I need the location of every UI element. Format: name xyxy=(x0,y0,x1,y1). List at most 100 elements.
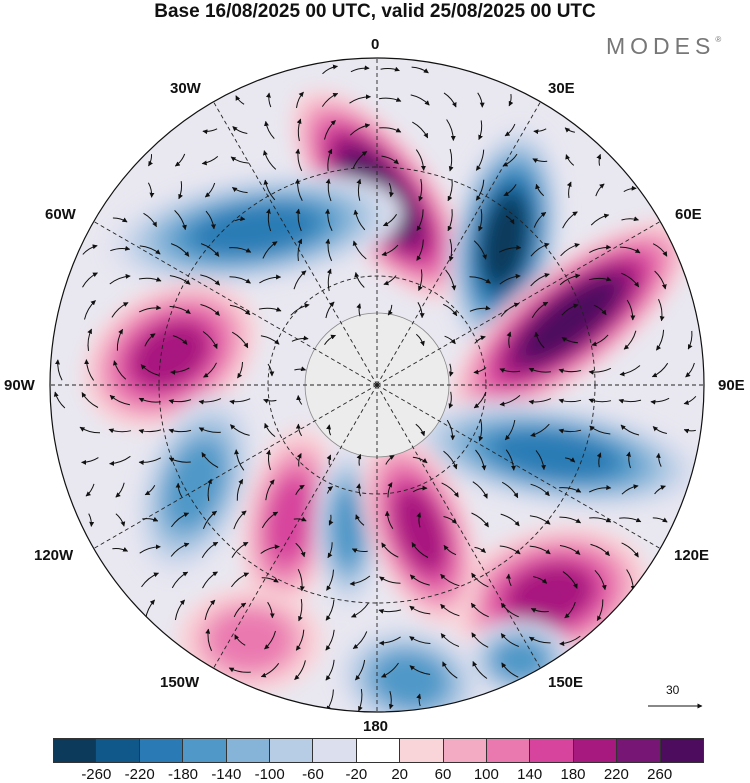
wind-arrow xyxy=(356,303,362,317)
wind-arrow xyxy=(326,486,333,494)
colorbar-swatch xyxy=(226,738,271,762)
wind-arrow xyxy=(591,334,609,347)
wind-arrow xyxy=(410,94,430,106)
wind-arrow xyxy=(325,629,335,651)
colorbar-tick-label: 220 xyxy=(603,766,629,783)
wind-arrow xyxy=(590,543,610,556)
wind-arrow xyxy=(204,182,216,198)
wind-arrow xyxy=(112,547,129,552)
wind-arrow xyxy=(654,270,667,290)
wind-arrow xyxy=(174,210,187,231)
wind-arrow xyxy=(588,398,612,404)
colorbar-tick-label: -180 xyxy=(167,766,199,783)
wind-arrow xyxy=(418,269,423,292)
lon-label-150e: 150E xyxy=(548,674,584,691)
wind-arrow xyxy=(293,516,307,522)
wind-arrow xyxy=(294,660,306,680)
wind-arrow xyxy=(175,482,183,498)
wind-arrow xyxy=(475,179,485,201)
colorbar xyxy=(53,738,704,762)
wind-arrow xyxy=(503,184,517,197)
wind-arrow xyxy=(201,541,219,558)
lon-label-120e: 120E xyxy=(674,547,710,564)
wind-arrow xyxy=(506,331,512,349)
meridian-line xyxy=(213,384,378,669)
wind-arrow xyxy=(111,302,129,318)
wind-arrow xyxy=(168,457,191,463)
wind-arrow xyxy=(353,209,366,231)
wind-arrow xyxy=(533,128,547,135)
wind-arrow xyxy=(528,367,551,373)
wind-arrow xyxy=(652,517,668,523)
wind-arrow xyxy=(262,241,278,259)
wind-arrow xyxy=(205,210,216,230)
wind-arrow xyxy=(658,298,665,322)
wind-arrow xyxy=(504,420,516,441)
wind-arrow xyxy=(143,212,157,228)
wind-arrow xyxy=(85,483,95,497)
wind-arrow xyxy=(171,571,189,589)
wind-arrow xyxy=(265,208,272,232)
wind-arrow xyxy=(621,272,640,288)
wind-arrow xyxy=(203,362,217,378)
wind-arrow xyxy=(477,92,485,108)
wind-arrow xyxy=(202,510,218,529)
wind-arrow xyxy=(411,66,429,74)
wind-arrow xyxy=(475,149,485,171)
wind-arrow xyxy=(415,333,425,347)
wind-arrow xyxy=(326,569,334,591)
colorbar-swatch xyxy=(617,738,661,762)
wind-arrow xyxy=(504,123,516,137)
colorbar-tick-label: -140 xyxy=(211,766,242,783)
meridian-line xyxy=(376,384,541,669)
meridian-line xyxy=(376,384,661,549)
wind-arrow xyxy=(325,178,332,202)
wind-arrow xyxy=(297,568,305,592)
wind-arrow xyxy=(473,391,487,409)
wind-arrow xyxy=(263,179,276,201)
wind-arrow xyxy=(380,66,400,72)
wind-arrow xyxy=(532,158,548,163)
wind-arrow xyxy=(108,428,132,434)
wind-arrow xyxy=(378,608,402,614)
wind-arrow xyxy=(623,185,637,193)
wind-arrow xyxy=(84,359,95,381)
wind-arrow xyxy=(351,602,369,618)
anomaly-contour xyxy=(523,281,617,359)
colorbar-swatch xyxy=(356,738,401,762)
colorbar-tick-label: 140 xyxy=(517,766,543,783)
map-content xyxy=(50,58,704,712)
wind-arrow xyxy=(621,216,639,222)
wind-arrow xyxy=(589,425,611,435)
wind-arrow xyxy=(263,398,277,404)
wind-arrow xyxy=(324,120,336,140)
wind-arrow xyxy=(685,362,695,378)
colorbar-tick-label: 60 xyxy=(434,766,452,783)
wind-arrow xyxy=(447,209,453,232)
wind-arrow xyxy=(417,302,425,319)
colorbar-swatch xyxy=(53,738,97,762)
wind-arrow xyxy=(169,305,191,315)
colorbar-swatch xyxy=(183,738,227,762)
wind-arrow xyxy=(174,599,185,621)
wind-arrow xyxy=(416,693,422,707)
wind-arrow xyxy=(202,331,218,349)
wind-arrow xyxy=(233,602,247,618)
wind-arrow xyxy=(295,484,305,496)
wind-arrow xyxy=(351,548,368,553)
wind-arrow xyxy=(440,603,460,617)
wind-arrow xyxy=(500,302,520,317)
wind-arrow xyxy=(263,120,275,139)
wind-arrow xyxy=(443,92,457,108)
wind-arrow xyxy=(355,514,365,526)
wind-arrow xyxy=(445,269,457,291)
wind-arrow xyxy=(142,516,159,522)
wind-arrow xyxy=(502,153,518,167)
wind-arrow xyxy=(267,601,275,619)
wind-arrow xyxy=(498,244,522,253)
wind-arrow xyxy=(443,303,458,317)
colorbar-tick-label: -220 xyxy=(124,766,155,783)
wind-arrow xyxy=(139,544,161,554)
wind-arrow xyxy=(325,238,333,262)
wind-arrow xyxy=(259,274,282,284)
